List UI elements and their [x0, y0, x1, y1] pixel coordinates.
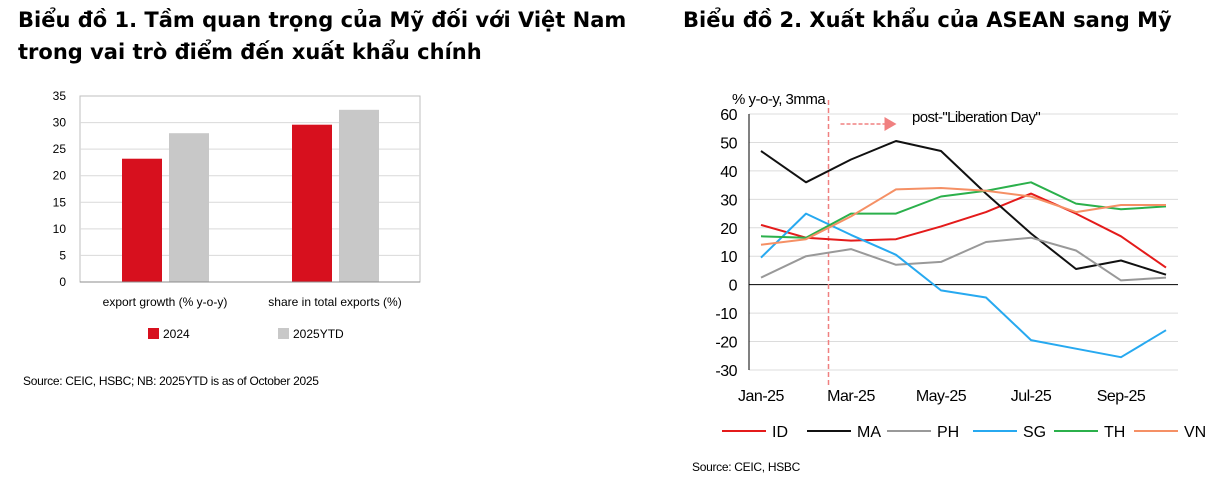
chart1-title: Biểu đồ 1. Tầm quan trọng của Mỹ đối với… — [18, 8, 627, 64]
x-category-label: share in total exports (%) — [268, 295, 401, 309]
legend-label-TH: TH — [1104, 424, 1125, 441]
y-tick-label: 50 — [720, 135, 737, 152]
x-tick-label: Jan-25 — [738, 388, 785, 405]
chart2-source: Source: CEIC, HSBC — [692, 460, 800, 474]
bar-2024 — [292, 124, 332, 282]
y-tick-label: -10 — [715, 306, 737, 323]
annotation-arrow-head — [884, 117, 897, 131]
chart1-bar-chart: 0 5 10 15 20 25 30 35 export growth (% y-o-y) sha… — [53, 89, 421, 341]
legend-swatch-2024 — [148, 328, 159, 339]
series-line-TH — [760, 181, 1167, 239]
legend-label-2025YTD: 2025YTD — [293, 327, 344, 341]
y-tick-label: 25 — [53, 142, 67, 156]
x-category-label: export growth (% y-o-y) — [103, 295, 228, 309]
y-tick-label: 10 — [53, 222, 67, 236]
bar-2025YTD — [339, 109, 379, 282]
legend-label-SG: SG — [1023, 424, 1046, 441]
chart2-title: Biểu đồ 2. Xuất khẩu của ASEAN sang Mỹ — [683, 8, 1172, 32]
y-tick-label: 20 — [53, 169, 67, 183]
series-line-SG — [760, 212, 1167, 359]
y-tick-label: 0 — [729, 278, 738, 295]
chart1-source: Source: CEIC, HSBC; NB: 2025YTD is as of… — [23, 374, 319, 388]
y-tick-label: 60 — [720, 107, 737, 124]
x-tick-label: Jul-25 — [1011, 388, 1052, 405]
chart2-line-chart: -30 -20 -10 0 10 20 30 40 50 60% y-o-y, 3mma post-… — [715, 91, 1206, 441]
bar-2024 — [122, 158, 162, 282]
bar-2025YTD — [169, 133, 209, 282]
series-line-PH — [760, 236, 1167, 282]
x-tick-label: May-25 — [916, 388, 967, 405]
y-tick-label: 10 — [720, 249, 737, 266]
legend-label-ID: ID — [772, 424, 788, 441]
legend-label-MA: MA — [857, 424, 881, 441]
legend-label-PH: PH — [937, 424, 959, 441]
annotation-label: post-"Liberation Day" — [912, 109, 1040, 126]
y-tick-label: 0 — [59, 275, 66, 289]
y-tick-label: 20 — [720, 221, 737, 238]
y-tick-label: 35 — [53, 89, 67, 103]
y-tick-label: 15 — [53, 195, 67, 209]
y-axis-label: % y-o-y, 3mma — [732, 91, 826, 108]
series-line-ID — [760, 192, 1167, 269]
x-tick-label: Mar-25 — [827, 388, 875, 405]
y-tick-label: 30 — [53, 116, 67, 130]
y-tick-label: 40 — [720, 164, 737, 181]
series-line-VN — [760, 187, 1166, 246]
legend-label-VN: VN — [1184, 424, 1206, 441]
legend-swatch-2025YTD — [278, 328, 289, 339]
y-tick-label: -20 — [715, 335, 737, 352]
y-tick-label: 30 — [720, 192, 737, 209]
y-tick-label: 5 — [59, 248, 66, 262]
x-tick-label: Sep-25 — [1097, 388, 1146, 405]
legend-label-2024: 2024 — [163, 327, 190, 341]
y-tick-label: -30 — [715, 363, 737, 380]
